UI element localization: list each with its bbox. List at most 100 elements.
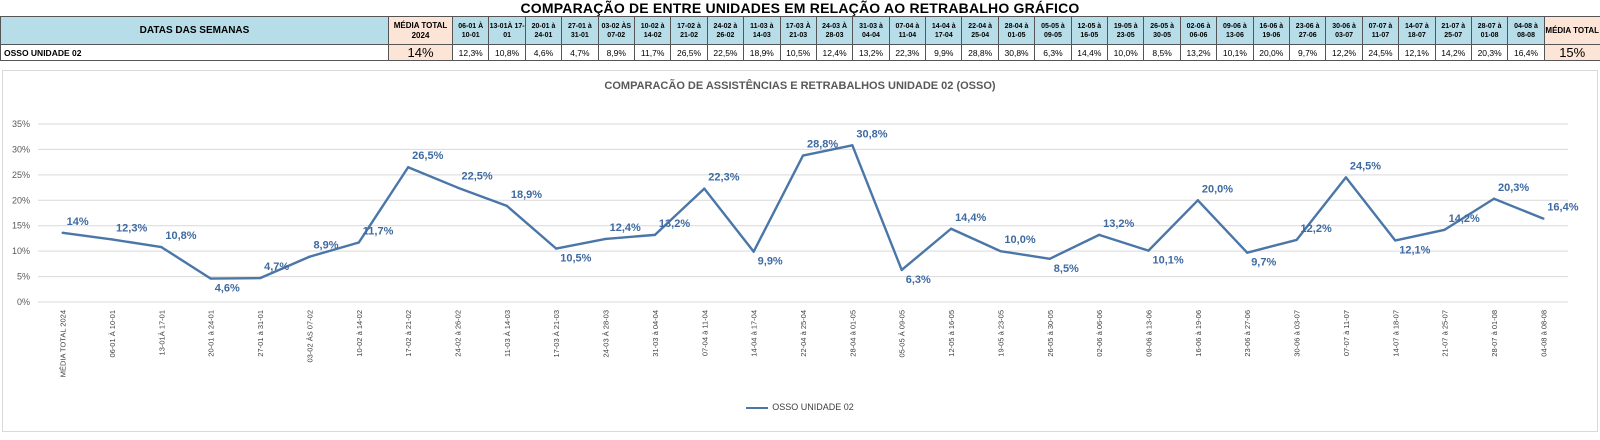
chart-title: COMPARACÃO DE ASSISTÊNCIAS E RETRABALHOS… <box>604 80 996 92</box>
x-tick-label: 21-07 à 25-07 <box>1441 310 1450 357</box>
data-point <box>1097 233 1101 237</box>
data-point <box>160 245 163 249</box>
legend-label: OSSO UNIDADE 02 <box>772 402 854 412</box>
x-tick-label: MÉDIA TOTAL 2024 <box>59 310 68 377</box>
week-header: 03-02 ÀS 07-02 <box>597 16 635 45</box>
x-tick-label: 03-02 ÀS 07-02 <box>305 310 314 363</box>
week-header: 31-03 à 04-04 <box>852 16 890 45</box>
data-point <box>1147 249 1150 252</box>
y-tick-label: 30% <box>12 144 30 154</box>
x-tick-label: 07-07 à 11-07 <box>1342 310 1351 356</box>
x-tick-label: 17-03 À 21-03 <box>552 310 561 358</box>
data-label: 14,2% <box>1449 213 1480 225</box>
data-label: 4,7% <box>264 261 289 273</box>
y-tick-label: 0% <box>17 297 30 307</box>
data-point <box>1048 257 1051 260</box>
data-point <box>949 227 953 230</box>
data-label: 30,8% <box>856 128 887 140</box>
x-tick-label: 14-07 à 18-07 <box>1391 310 1400 357</box>
week-value: 26,5% <box>670 44 708 61</box>
series-line <box>62 144 1544 280</box>
x-tick-label: 07-04 à 11-04 <box>700 310 709 356</box>
data-point <box>357 241 361 244</box>
week-header: 20-01 à 24-01 <box>524 16 563 45</box>
data-label: 8,5% <box>1054 263 1079 275</box>
data-label: 22,5% <box>462 171 493 183</box>
data-label: 20,3% <box>1498 182 1529 194</box>
week-header: 14-04 à 17-04 <box>925 16 963 45</box>
data-point <box>258 276 262 280</box>
x-tick-label: 30-06 à 03-07 <box>1293 310 1302 357</box>
week-header: 16-06 à 19-06 <box>1252 16 1290 45</box>
data-label: 13,2% <box>659 218 690 230</box>
week-header: 07-04 à 11-04 <box>888 16 927 45</box>
y-tick-label: 5% <box>17 272 30 282</box>
week-value: 12,4% <box>815 44 854 61</box>
week-value: 4,6% <box>524 44 563 61</box>
data-point <box>1394 239 1397 242</box>
x-tick-label: 14-04 à 17-04 <box>750 310 759 357</box>
week-value: 13,2% <box>1179 44 1218 61</box>
data-label: 28,8% <box>807 139 838 151</box>
data-label: 8,9% <box>313 240 338 252</box>
x-tick-label: 02-06 à 06-06 <box>1095 310 1104 357</box>
x-tick-label: 20-01 à 24-01 <box>207 310 216 357</box>
data-label: 12,1% <box>1399 244 1430 256</box>
data-label: 6,3% <box>906 274 931 286</box>
data-label: 9,9% <box>758 256 783 268</box>
week-header: 26-05 à 30-05 <box>1143 16 1181 45</box>
x-tick-label: 12-05 à 16-05 <box>947 310 956 357</box>
data-label: 11,7% <box>363 225 394 237</box>
data-label: 16,4% <box>1547 202 1578 214</box>
x-tick-label: 26-05 à 30-05 <box>1046 310 1055 357</box>
data-point <box>505 204 509 208</box>
data-label: 12,4% <box>610 222 641 234</box>
data-point <box>61 231 64 235</box>
x-tick-label: 31-03 à 04-04 <box>651 310 660 357</box>
data-point <box>1196 199 1200 202</box>
data-label: 10,5% <box>560 253 591 265</box>
weeks-table: DATAS DAS SEMANAS MÉDIA TOTAL 2024 06-01… <box>0 16 1600 61</box>
data-point <box>752 250 755 253</box>
week-header: 17-03 À 21-03 <box>779 16 817 45</box>
x-tick-label: 27-01 à 31-01 <box>256 310 265 357</box>
data-label: 12,2% <box>1301 223 1332 235</box>
week-header: 07-07 à 11-07 <box>1361 16 1400 45</box>
week-value: 20,0% <box>1252 44 1290 61</box>
legend-swatch <box>746 406 769 409</box>
data-point <box>604 237 607 241</box>
week-value: 22,3% <box>888 44 927 61</box>
x-tick-label: 05-05 À 09-05 <box>898 310 907 358</box>
data-label: 22,3% <box>708 172 739 184</box>
week-value: 30,8% <box>997 44 1036 61</box>
data-label: 13,2% <box>1103 218 1134 230</box>
data-label: 4,6% <box>215 283 240 295</box>
week-header: 28-07 à 01-08 <box>1470 16 1509 45</box>
data-point <box>1295 238 1298 242</box>
data-point <box>406 166 410 169</box>
x-tick-label: 22-04 à 25-04 <box>799 310 808 357</box>
x-tick-label: 16-06 à 19-06 <box>1194 310 1203 357</box>
chart-legend: OSSO UNIDADE 02 <box>0 402 1600 412</box>
data-point <box>999 249 1002 253</box>
x-tick-label: 28-07 à 01-08 <box>1490 310 1499 357</box>
data-label: 10,8% <box>165 230 196 242</box>
week-header: 17-02 à 21-02 <box>670 16 708 45</box>
y-tick-label: 20% <box>12 195 30 205</box>
data-point <box>1344 176 1348 179</box>
week-header: 21-07 à 25-07 <box>1434 16 1472 45</box>
data-label: 14% <box>67 216 89 228</box>
data-label: 10,0% <box>1004 234 1035 246</box>
week-header: 10-02 à 14-02 <box>633 16 672 45</box>
data-point <box>456 186 459 189</box>
y-tick-label: 10% <box>12 246 30 256</box>
x-tick-label: 13-01À 17-01 <box>157 310 166 355</box>
avg-start-header: MÉDIA TOTAL 2024 <box>388 16 453 45</box>
data-label: 12,3% <box>116 222 147 234</box>
data-label: 14,4% <box>955 212 986 224</box>
x-tick-label: 06-01 À 10-01 <box>108 310 117 358</box>
week-header: 09-06 à 13-06 <box>1216 16 1254 45</box>
avg-end-header: MÉDIA TOTAL <box>1543 16 1600 45</box>
data-point <box>1245 251 1249 254</box>
